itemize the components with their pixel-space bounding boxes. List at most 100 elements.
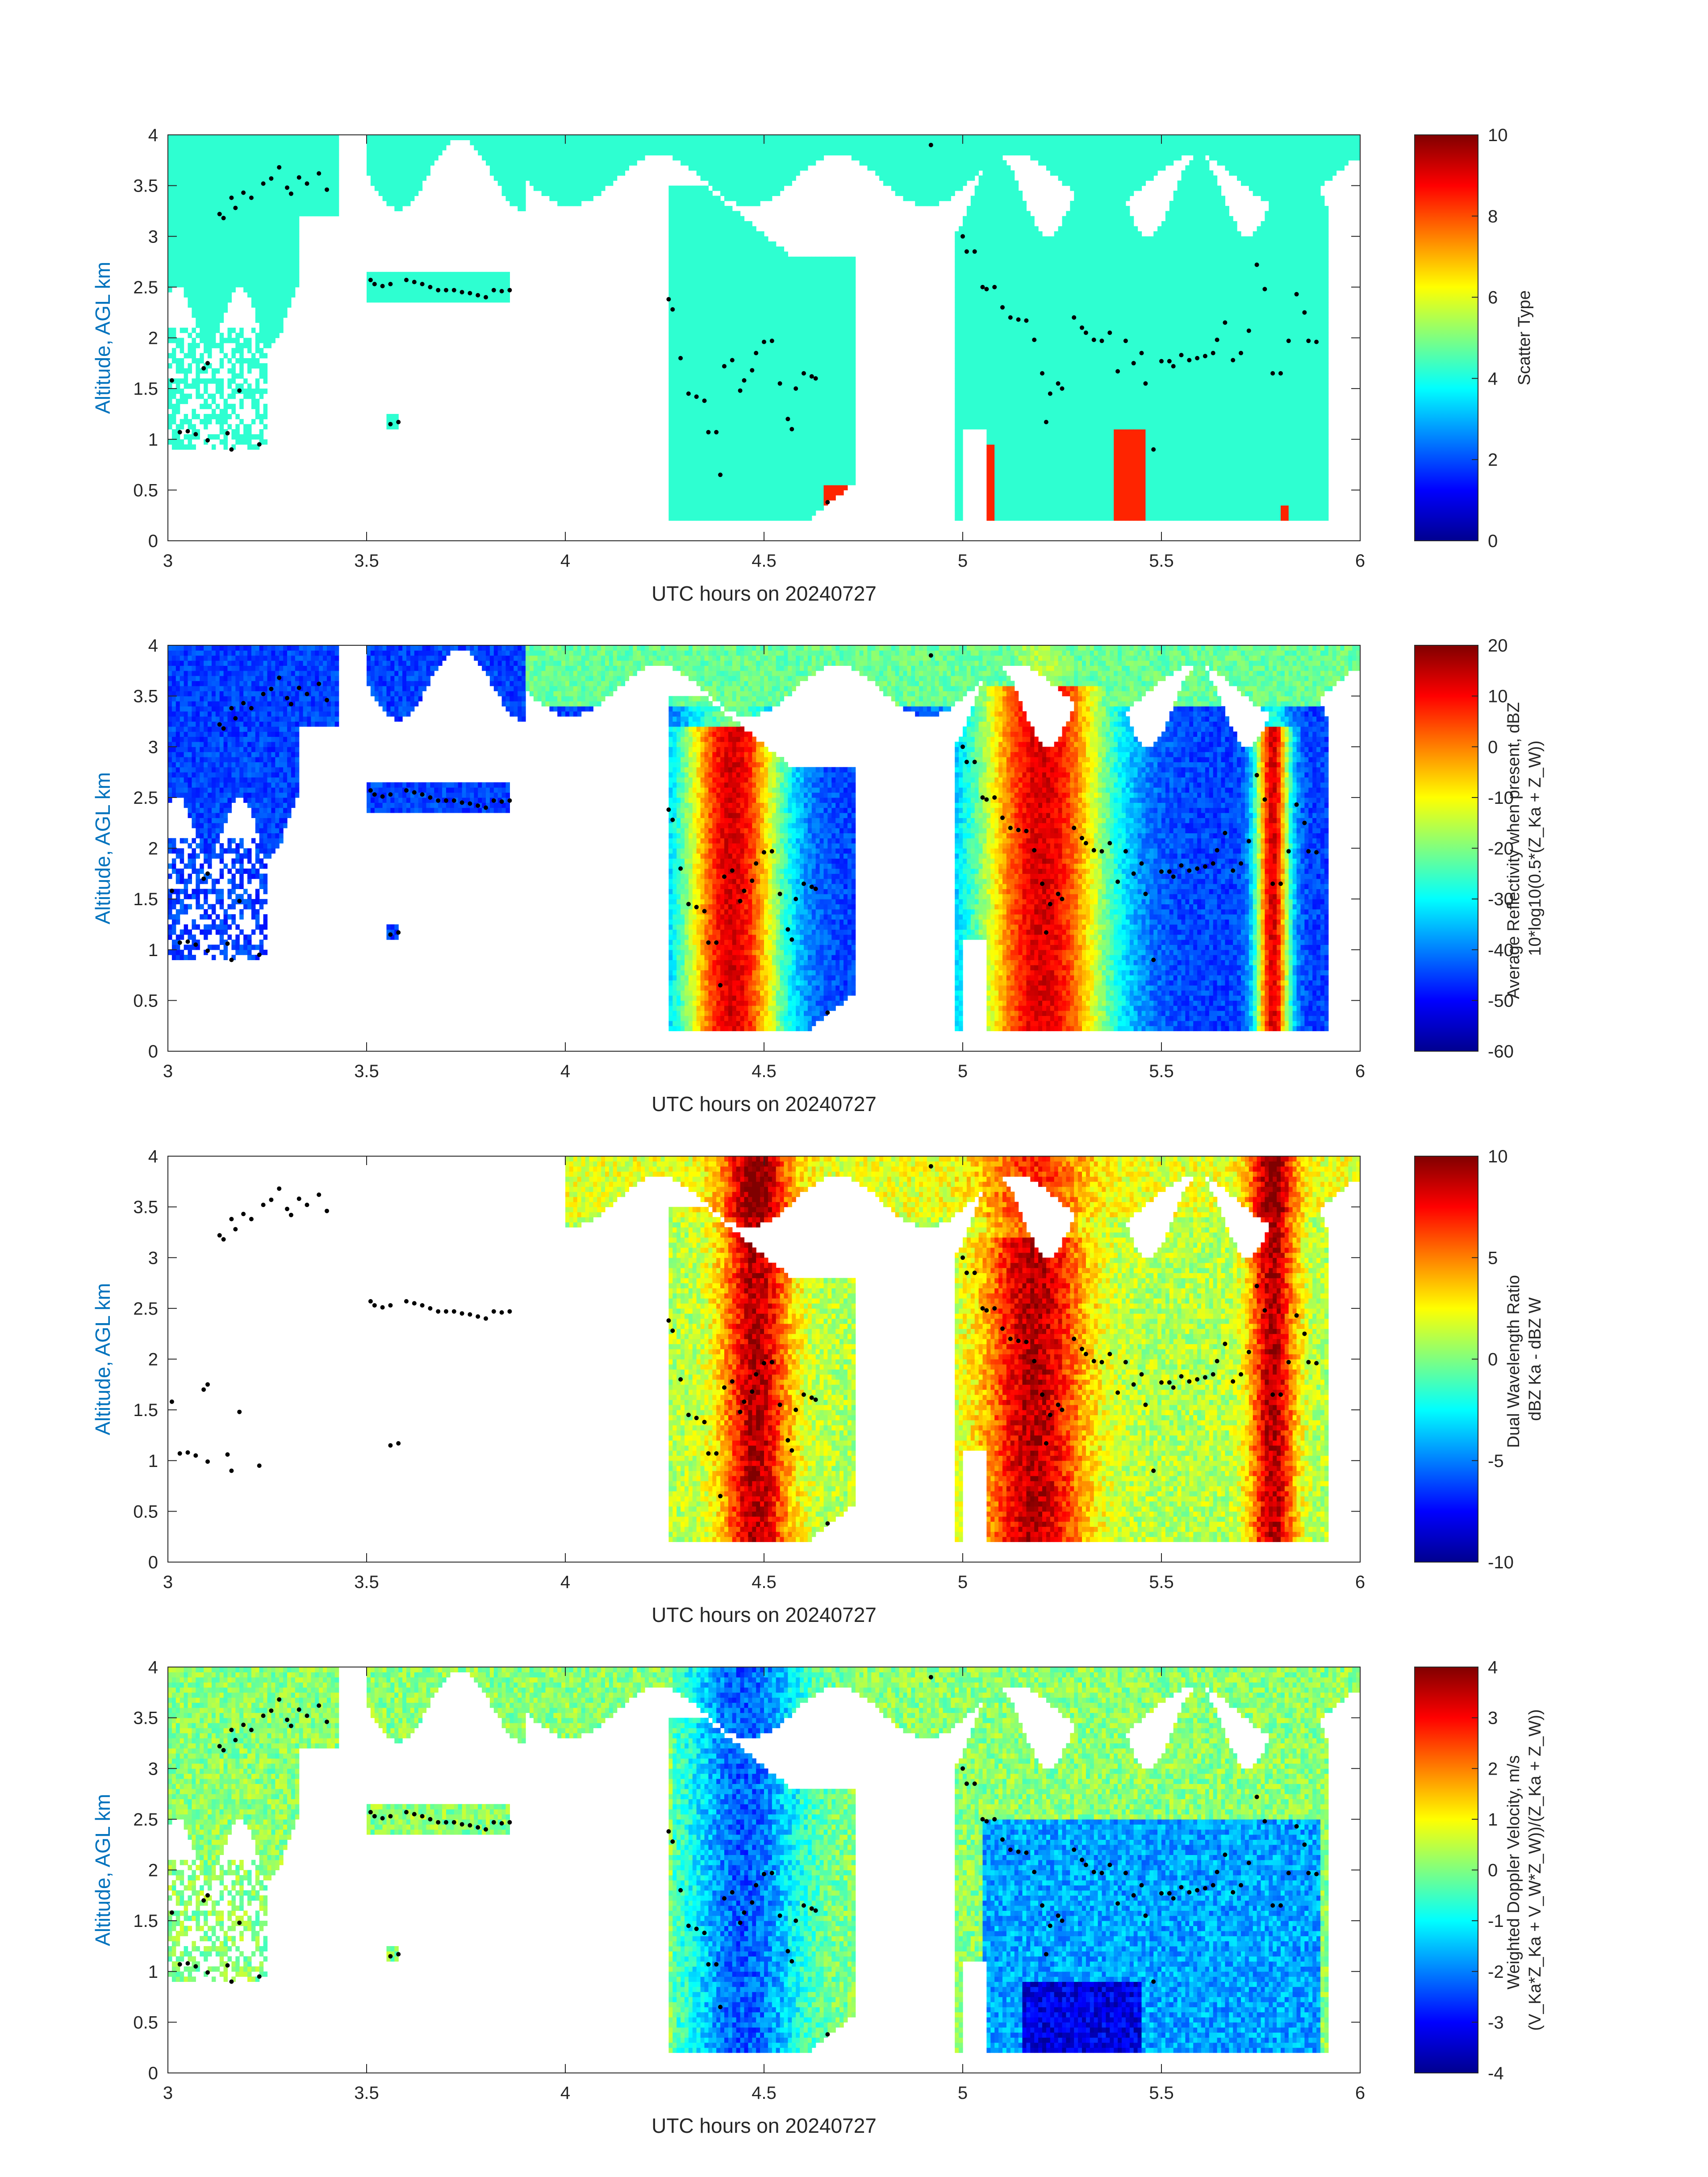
heatmap-cell <box>243 216 248 221</box>
heatmap-cell <box>514 135 518 140</box>
heatmap-cell <box>700 246 705 252</box>
heatmap-cell <box>748 160 752 166</box>
heatmap-cell <box>700 160 705 166</box>
heatmap-cell <box>378 145 383 150</box>
heatmap-cell <box>295 206 300 212</box>
heatmap-cell <box>180 277 184 283</box>
heatmap-cell <box>192 378 196 384</box>
heatmap-cell <box>283 140 288 146</box>
heatmap-cell <box>792 480 796 485</box>
heatmap-cell <box>752 404 756 409</box>
heatmap-cell <box>772 505 777 511</box>
heatmap-cell <box>418 292 423 298</box>
heatmap-cell <box>668 439 673 445</box>
heatmap-cell <box>271 246 276 252</box>
heatmap-cell <box>704 434 709 440</box>
heatmap-cell <box>370 135 375 140</box>
heatmap-cell <box>529 145 534 150</box>
heatmap-cell <box>688 226 693 232</box>
heatmap-cell <box>696 480 701 485</box>
heatmap-cell <box>700 277 705 283</box>
heatmap-cell <box>692 469 697 475</box>
heatmap-cell <box>605 155 610 161</box>
heatmap-cell <box>796 348 800 354</box>
heatmap-cell <box>772 241 777 247</box>
heatmap-cell <box>303 201 308 206</box>
heatmap-cell <box>394 414 399 419</box>
heatmap-cell <box>716 150 721 156</box>
heatmap-cell <box>263 282 268 288</box>
heatmap-cell <box>720 241 725 247</box>
heatmap-cell <box>208 318 212 323</box>
heatmap-cell <box>724 287 729 292</box>
heatmap-cell <box>247 246 252 252</box>
heatmap-cell <box>704 464 709 470</box>
heatmap-cell <box>792 454 796 460</box>
heatmap-cell <box>251 292 256 298</box>
heatmap-cell <box>688 419 693 425</box>
heatmap-cell <box>319 206 323 212</box>
heatmap-cell <box>776 302 781 308</box>
heatmap-cell <box>613 160 618 166</box>
heatmap-cell <box>685 398 689 404</box>
heatmap-cell <box>235 338 240 343</box>
heatmap-cell <box>712 312 717 318</box>
heatmap-cell <box>692 389 697 394</box>
heatmap-cell <box>243 145 248 150</box>
heatmap-cell <box>334 170 339 176</box>
heatmap-cell <box>748 277 752 283</box>
heatmap-cell <box>800 155 804 161</box>
heatmap-cell <box>581 170 586 176</box>
heatmap-cell <box>700 404 705 409</box>
heatmap-cell <box>434 140 438 146</box>
heatmap-cell <box>677 150 681 156</box>
heatmap-cell <box>681 262 685 267</box>
heatmap-cell <box>716 378 721 384</box>
heatmap-cell <box>192 180 196 186</box>
heatmap-cell <box>728 475 733 481</box>
heatmap-cell <box>732 434 737 440</box>
heatmap-cell <box>764 135 768 140</box>
heatmap-cell <box>545 190 550 196</box>
heatmap-cell <box>688 282 693 288</box>
heatmap-cell <box>227 338 232 343</box>
heatmap-cell <box>712 216 717 221</box>
heatmap-cell <box>677 495 681 501</box>
heatmap-cell <box>685 226 689 232</box>
heatmap-cell <box>740 373 745 379</box>
heatmap-cell <box>259 221 264 227</box>
heatmap-cell <box>740 262 745 267</box>
heatmap-cell <box>708 515 713 521</box>
heatmap-cell <box>251 297 256 303</box>
heatmap-cell <box>382 135 387 140</box>
heatmap-cell <box>219 160 224 166</box>
heatmap-cell <box>668 500 673 506</box>
heatmap-cell <box>768 160 773 166</box>
heatmap-cell <box>259 333 264 338</box>
heatmap-cell <box>685 495 689 501</box>
heatmap-cell <box>700 226 705 232</box>
heatmap-cell <box>732 221 737 227</box>
heatmap-cell <box>800 480 804 485</box>
heatmap-cell <box>621 135 626 140</box>
heatmap-cell <box>800 312 804 318</box>
heatmap-cell <box>227 378 232 384</box>
heatmap-cell <box>219 206 224 212</box>
heatmap-cell <box>367 287 371 292</box>
heatmap-cell <box>768 429 773 435</box>
heatmap-cell <box>748 409 752 414</box>
heatmap-cell <box>736 495 741 501</box>
heatmap-cell <box>334 196 339 201</box>
heatmap-cell <box>784 404 788 409</box>
heatmap-cell <box>235 262 240 267</box>
heatmap-cell <box>748 389 752 394</box>
heatmap-cell <box>672 312 677 318</box>
heatmap-cell <box>748 165 752 171</box>
heatmap-cell <box>780 454 785 460</box>
heatmap-cell <box>239 363 244 369</box>
heatmap-cell <box>327 165 331 171</box>
heatmap-cell <box>402 272 407 277</box>
heatmap-cell <box>247 180 252 186</box>
heatmap-cell <box>716 393 721 399</box>
heatmap-cell <box>219 409 224 414</box>
